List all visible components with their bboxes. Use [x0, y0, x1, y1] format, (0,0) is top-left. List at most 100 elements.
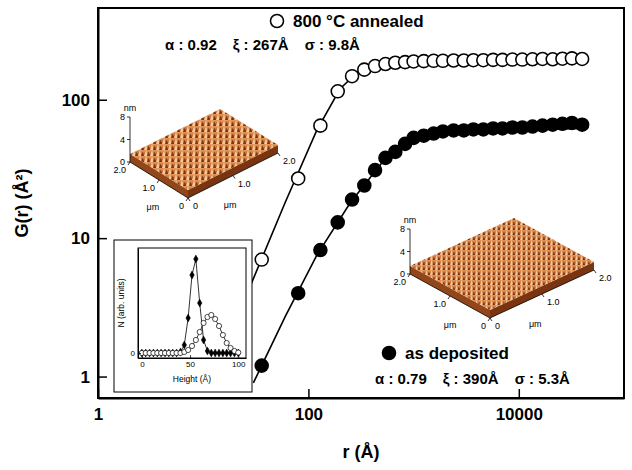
inset-box [114, 240, 252, 392]
fit-parameters: α : 0.92ξ : 267Åσ : 9.8Å [165, 36, 360, 53]
data-point [194, 255, 199, 263]
tick-mark [98, 376, 107, 378]
data-point [314, 244, 327, 257]
tick-mark [407, 229, 410, 230]
axis-title: nm [404, 215, 417, 225]
data-point [186, 314, 191, 322]
tick-mark [308, 389, 310, 398]
fit-parameters: α : 0.79ξ : 390Åσ : 5.3Å [375, 370, 570, 387]
tick-label: 0 [140, 360, 145, 369]
tick-mark [233, 176, 235, 179]
tick: 10000 [496, 389, 543, 424]
data-point [292, 287, 305, 300]
data-point [197, 299, 202, 307]
tick-label: 100 [295, 405, 323, 424]
main-chart: 110010000110100r (Å)G(r) (Å²)800 °C anne… [12, 8, 625, 462]
data-point [224, 340, 229, 345]
chart-canvas: 110010000110100r (Å)G(r) (Å²)800 °C anne… [0, 0, 632, 470]
tick-mark [490, 318, 492, 321]
data-point [236, 350, 241, 355]
data-point [189, 343, 194, 348]
data-point [369, 164, 382, 177]
afm-inset: 01.02.001.02.0048μmμmnm [113, 103, 295, 212]
legend-marker [271, 15, 284, 28]
legend-entry: 800 °C annealed [271, 12, 424, 31]
tick-mark [519, 389, 521, 398]
data-point [197, 329, 202, 334]
tick-label: 1.0 [238, 179, 251, 189]
data-point [292, 172, 305, 185]
tick-label: 1.0 [142, 183, 155, 193]
axis-line [130, 162, 188, 198]
tick-label: 1.0 [547, 297, 560, 307]
data-point [182, 341, 187, 349]
axis-line [490, 270, 594, 318]
tick-mark [408, 274, 410, 277]
tick-label: 0 [179, 201, 184, 211]
tick-mark [542, 294, 544, 297]
tick-label: 1.0 [433, 299, 446, 309]
tick-mark [238, 355, 239, 358]
plot-data [139, 255, 241, 357]
tick-mark [127, 139, 130, 140]
tick-label: 10000 [496, 405, 543, 424]
tick-label: 0 [120, 157, 125, 167]
tick-label: 4 [400, 247, 405, 257]
data-point [331, 216, 344, 229]
tick-label: 8 [120, 112, 125, 122]
legend-marker [383, 347, 396, 360]
tick-mark [127, 117, 130, 118]
plot-data [250, 52, 588, 383]
series-line [142, 315, 238, 353]
data-point [205, 347, 210, 355]
data-point [358, 179, 371, 192]
plot-frame [98, 8, 624, 398]
tick: 100 [232, 355, 246, 369]
data-point [190, 271, 195, 279]
data-point [314, 119, 327, 132]
axis-title: μm [147, 202, 160, 212]
tick: 0 [131, 349, 141, 358]
axis: 0 50 100 [139, 355, 247, 369]
tick-label: 0 [400, 269, 405, 279]
data-point [220, 332, 225, 337]
tick-mark [98, 238, 107, 240]
data-point [255, 253, 268, 266]
annotation: σ : 5.3Å [515, 370, 570, 387]
axis-title: nm [124, 103, 137, 113]
data-point [255, 359, 268, 372]
annotation: σ : 9.8Å [305, 36, 360, 53]
axis-line [410, 274, 490, 318]
tick-label: 100 [232, 360, 246, 369]
tick-mark [190, 355, 191, 358]
tick-label: 1 [81, 367, 90, 386]
tick-mark [98, 99, 107, 101]
axis-line [188, 153, 278, 198]
axis-line [138, 249, 139, 359]
data-point [201, 336, 206, 344]
plot-frame [138, 248, 246, 358]
data-point [201, 320, 206, 325]
axis: 1 10 100 [62, 9, 107, 399]
tick-label: 50 [186, 360, 195, 369]
axis-line [99, 398, 625, 400]
tick-label: 0 [495, 321, 500, 331]
tick: 100 [295, 389, 323, 424]
tick: 100 [62, 91, 107, 110]
tick: 0 [140, 355, 145, 369]
tick-mark [142, 355, 143, 358]
axis-title: μm [444, 320, 457, 330]
data-point [193, 337, 198, 342]
tick: 50 [186, 355, 195, 369]
y-axis-title: G(r) (Å²) [12, 169, 32, 238]
axis: 0 [131, 249, 141, 359]
tick-label: 8 [400, 224, 405, 234]
data-point [346, 193, 359, 206]
legend-label: as deposited [405, 344, 509, 363]
data-point [346, 70, 359, 83]
x-axis-title: r (Å) [343, 442, 380, 462]
tick-label: 100 [62, 91, 90, 110]
data-point [209, 312, 214, 317]
tick: 10 [71, 229, 107, 248]
data-point [213, 316, 218, 321]
